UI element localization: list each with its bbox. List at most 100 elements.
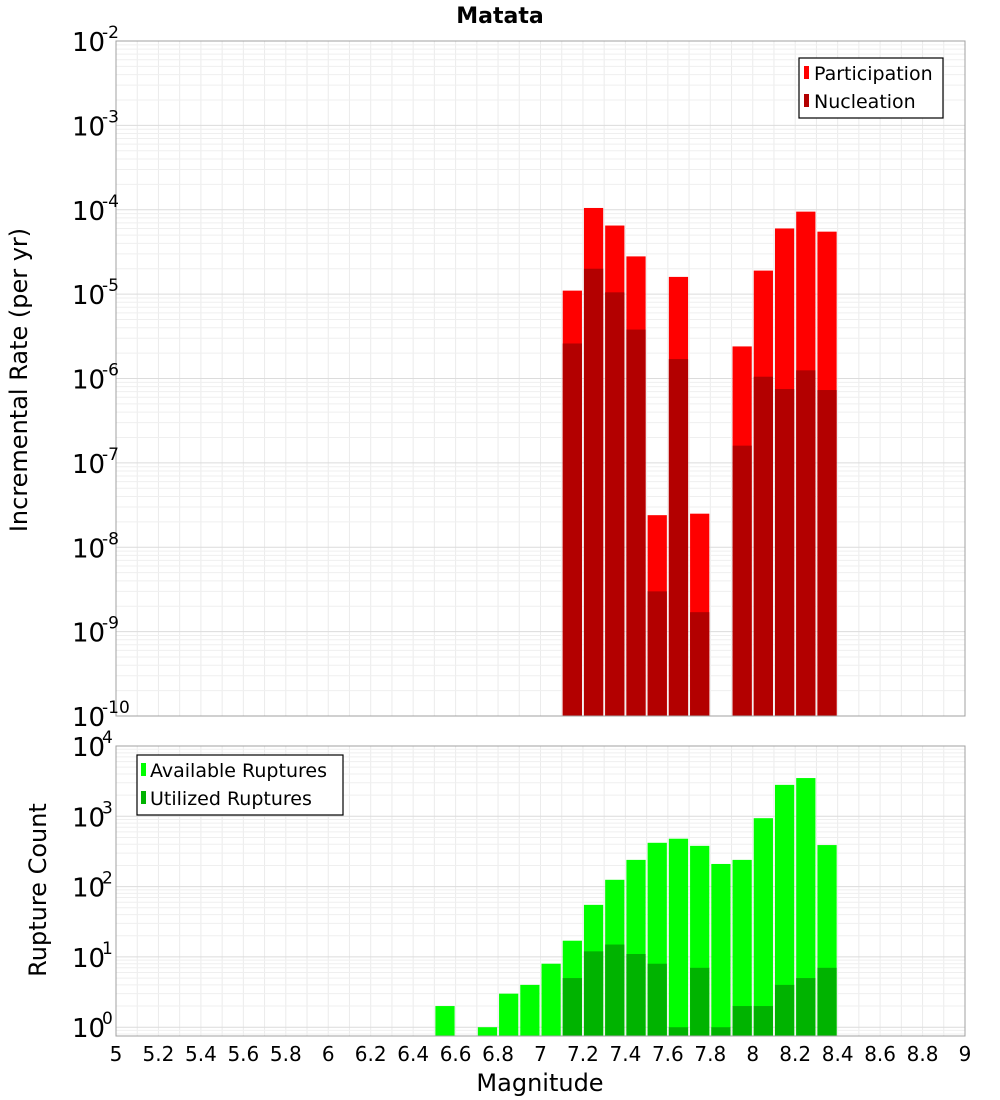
bar-utilized-ruptures bbox=[626, 954, 646, 1036]
x-tick-label: 5.6 bbox=[227, 1042, 259, 1066]
bar-utilized-ruptures bbox=[583, 951, 604, 1036]
y-tick-exponent: -3 bbox=[102, 107, 119, 127]
bottom-legend-box bbox=[136, 754, 344, 816]
bar-nucleation bbox=[668, 359, 689, 716]
x-tick-label: 5 bbox=[110, 1042, 123, 1066]
bar-available-ruptures bbox=[711, 863, 731, 1036]
bar-available-ruptures bbox=[753, 818, 773, 1036]
y-tick-base: 10 bbox=[72, 281, 105, 311]
x-tick-label: 7.8 bbox=[694, 1042, 726, 1066]
bar-available-ruptures bbox=[732, 859, 752, 1036]
y-tick-label: 104 bbox=[72, 728, 113, 763]
y-tick-base: 10 bbox=[72, 534, 105, 564]
y-tick-exponent: 0 bbox=[102, 1009, 113, 1029]
y-tick-label: 100 bbox=[72, 1009, 113, 1044]
legend-label-utilized-ruptures: Utilized Ruptures bbox=[150, 788, 312, 810]
y-tick-exponent: 2 bbox=[102, 869, 113, 889]
y-tick-exponent: -6 bbox=[102, 361, 119, 381]
bar-nucleation bbox=[583, 268, 604, 716]
y-tick-label: 10-2 bbox=[72, 23, 119, 58]
bar-nucleation bbox=[647, 591, 667, 716]
bar-utilized-ruptures bbox=[753, 1006, 773, 1036]
y-tick-base: 10 bbox=[72, 366, 105, 396]
bar-utilized-ruptures bbox=[647, 963, 667, 1036]
bar-utilized-ruptures bbox=[690, 967, 710, 1036]
y-tick-exponent: -2 bbox=[102, 23, 119, 43]
legend-swatch-available-ruptures bbox=[141, 763, 146, 776]
bar-available-ruptures bbox=[435, 1006, 455, 1036]
bar-nucleation bbox=[732, 445, 752, 716]
bar-utilized-ruptures bbox=[668, 1027, 689, 1036]
top-plot-frame bbox=[115, 40, 966, 717]
y-tick-exponent: -8 bbox=[102, 529, 119, 549]
x-tick-label: 6.8 bbox=[482, 1042, 514, 1066]
y-tick-base: 10 bbox=[72, 944, 105, 974]
y-tick-label: 10-6 bbox=[72, 361, 119, 396]
y-tick-base: 10 bbox=[72, 197, 105, 227]
bottom-plot-frame bbox=[115, 745, 966, 1037]
x-tick-label: 9 bbox=[959, 1042, 972, 1066]
y-tick-label: 10-3 bbox=[72, 107, 119, 142]
bar-available-ruptures bbox=[796, 778, 816, 1036]
bar-nucleation bbox=[605, 292, 625, 716]
x-tick-label: 8.8 bbox=[907, 1042, 939, 1066]
x-tick-label: 8.6 bbox=[864, 1042, 896, 1066]
bar-nucleation bbox=[690, 612, 710, 716]
bottom-plot-bars bbox=[435, 778, 837, 1036]
y-tick-exponent: -5 bbox=[102, 276, 119, 296]
top-legend-box bbox=[798, 57, 944, 119]
y-tick-label: 10-8 bbox=[72, 529, 119, 564]
x-tick-label: 7.6 bbox=[652, 1042, 684, 1066]
x-tick-label: 8.4 bbox=[822, 1042, 854, 1066]
bottom-legend: Available Ruptures Utilized Ruptures bbox=[136, 754, 344, 816]
y-tick-base: 10 bbox=[72, 619, 105, 649]
legend-swatch-utilized-ruptures bbox=[141, 791, 146, 804]
y-tick-base: 10 bbox=[72, 112, 105, 142]
bar-available-ruptures bbox=[499, 993, 519, 1036]
y-tick-label: 10-10 bbox=[72, 698, 130, 733]
bar-utilized-ruptures bbox=[732, 1006, 752, 1036]
x-tick-label: 5.8 bbox=[270, 1042, 302, 1066]
y-tick-exponent: -7 bbox=[102, 445, 119, 465]
legend-label-participation: Participation bbox=[814, 63, 933, 85]
y-tick-label: 10-5 bbox=[72, 276, 119, 311]
legend-swatch-participation bbox=[804, 66, 809, 79]
chart-title: Matata bbox=[456, 4, 543, 29]
y-tick-base: 10 bbox=[72, 28, 105, 58]
y-tick-base: 10 bbox=[72, 1014, 105, 1044]
bar-nucleation bbox=[753, 376, 773, 716]
bar-nucleation bbox=[774, 389, 795, 716]
y-tick-label: 10-9 bbox=[72, 614, 119, 649]
x-tick-label: 6.2 bbox=[355, 1042, 387, 1066]
bar-nucleation bbox=[817, 390, 837, 716]
bar-available-ruptures bbox=[541, 963, 561, 1036]
x-tick-label: 6.4 bbox=[397, 1042, 429, 1066]
top-plot-grid bbox=[115, 41, 966, 716]
x-tick-label: 8.2 bbox=[779, 1042, 811, 1066]
y-tick-base: 10 bbox=[72, 450, 105, 480]
x-tick-label: 7 bbox=[534, 1042, 547, 1066]
bottom-y-axis-label: Rupture Count bbox=[24, 803, 52, 977]
top-y-axis-label: Incremental Rate (per yr) bbox=[5, 228, 33, 532]
y-tick-exponent: -9 bbox=[102, 614, 119, 634]
bar-utilized-ruptures bbox=[711, 1027, 731, 1036]
top-plot-bars bbox=[562, 207, 837, 716]
legend-label-available-ruptures: Available Ruptures bbox=[150, 760, 327, 782]
x-tick-label: 6.6 bbox=[440, 1042, 472, 1066]
bar-utilized-ruptures bbox=[562, 978, 582, 1036]
legend-swatch-nucleation bbox=[804, 94, 809, 107]
y-tick-exponent: 4 bbox=[102, 728, 113, 748]
x-tick-label: 5.2 bbox=[143, 1042, 175, 1066]
legend-label-nucleation: Nucleation bbox=[814, 91, 916, 113]
y-tick-label: 102 bbox=[72, 869, 113, 904]
y-tick-base: 10 bbox=[72, 703, 105, 733]
y-tick-label: 10-7 bbox=[72, 445, 119, 480]
x-tick-label: 8 bbox=[746, 1042, 759, 1066]
x-tick-label: 7.2 bbox=[567, 1042, 599, 1066]
y-tick-label: 10-4 bbox=[72, 192, 119, 227]
y-tick-base: 10 bbox=[72, 733, 105, 763]
y-tick-label: 101 bbox=[72, 939, 113, 974]
